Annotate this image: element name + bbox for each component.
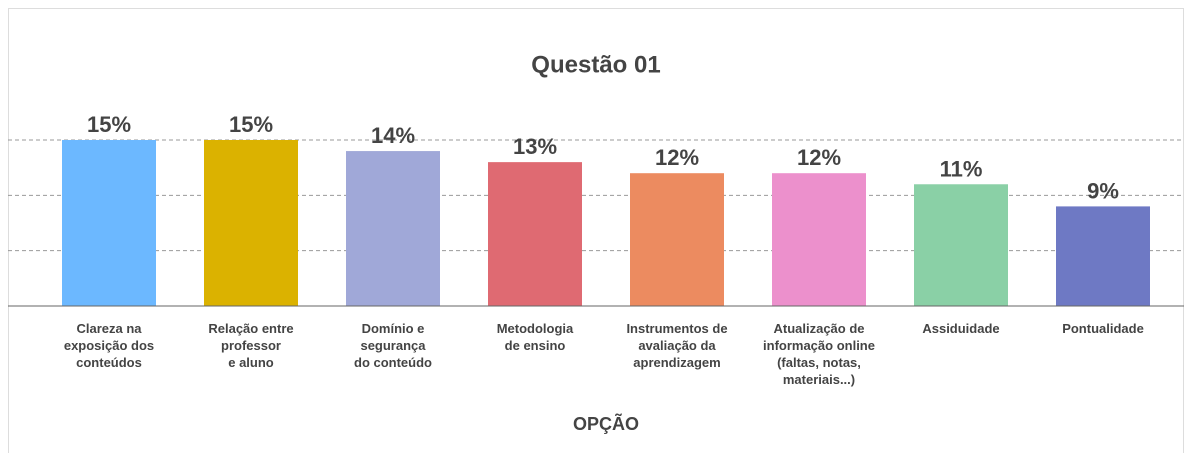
- x-tick-label: Clareza na exposição dos conteúdos: [64, 321, 154, 370]
- bar: [630, 173, 724, 306]
- bar: [914, 184, 1008, 306]
- bar: [488, 162, 582, 306]
- bar: [1056, 206, 1150, 306]
- data-label: 13%: [513, 134, 557, 159]
- bar: [204, 140, 298, 306]
- x-tick-label: Atualização de informação online (faltas, …: [763, 321, 875, 387]
- bar: [772, 173, 866, 306]
- x-tick-label: Pontualidade: [1062, 321, 1144, 336]
- bar: [346, 151, 440, 306]
- data-label: 9%: [1087, 178, 1119, 203]
- data-label: 11%: [940, 156, 983, 181]
- x-tick-label: Instrumentos de avaliação da aprendizagem: [626, 321, 727, 370]
- data-label: 12%: [655, 145, 699, 170]
- data-label: 15%: [87, 112, 131, 137]
- x-tick-label: Assiduidade: [922, 321, 999, 336]
- data-label: 15%: [229, 112, 273, 137]
- x-tick-label: Relação entre professor e aluno: [208, 321, 293, 370]
- data-label: 12%: [797, 145, 841, 170]
- chart-title: Questão 01: [531, 51, 660, 78]
- data-label: 14%: [371, 123, 415, 148]
- x-tick-label: Metodologia de ensino: [497, 321, 574, 353]
- x-axis-title: OPÇÃO: [573, 413, 639, 434]
- x-tick-label: Domínio e segurança do conteúdo: [354, 321, 432, 370]
- bar: [62, 140, 156, 306]
